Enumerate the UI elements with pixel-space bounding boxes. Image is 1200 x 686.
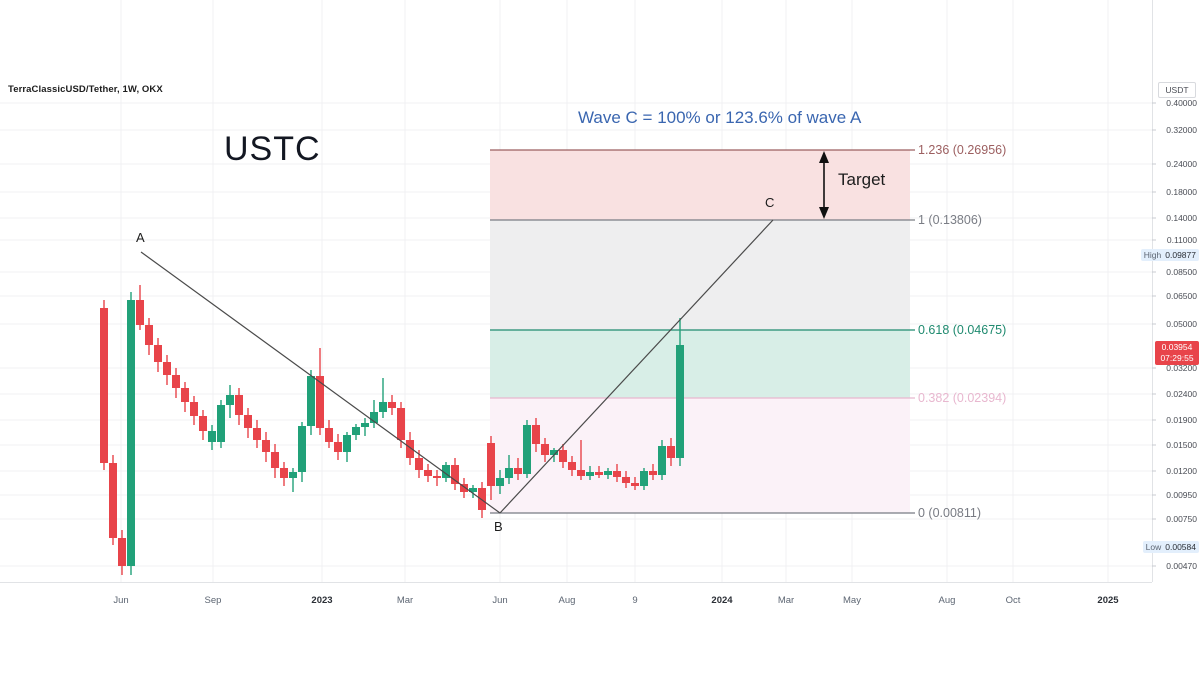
time-tick-label: 2024 bbox=[711, 595, 733, 606]
price-tick-label: 0.11000 bbox=[1166, 235, 1197, 245]
price-tick-label: 0.40000 bbox=[1166, 98, 1197, 108]
wave-point-b-label: B bbox=[494, 519, 503, 534]
chart-plot-area[interactable] bbox=[0, 0, 1152, 582]
last-price-value: 0.03954 bbox=[1161, 342, 1193, 352]
price-tick-label: 0.18000 bbox=[1166, 187, 1197, 197]
price-tick-mark bbox=[1152, 217, 1156, 219]
fib-level-0-618: 0.618 (0.04675) bbox=[918, 323, 1007, 337]
time-tick-label: 9 bbox=[632, 595, 638, 606]
price-tick-label: 0.14000 bbox=[1166, 213, 1197, 223]
wave-point-a-label: A bbox=[136, 230, 145, 245]
time-tick-label: 2023 bbox=[311, 595, 333, 606]
price-tick-label: 0.05000 bbox=[1166, 319, 1197, 329]
price-tick-mark bbox=[1152, 191, 1156, 193]
price-tick-label: 0.08500 bbox=[1166, 267, 1197, 277]
symbol-title: TerraClassicUSD/Tether, 1W, OKX bbox=[8, 84, 163, 95]
time-tick-label: Oct bbox=[1005, 595, 1021, 606]
price-tick-label: 0.01200 bbox=[1166, 466, 1197, 476]
time-tick-label: Aug bbox=[558, 595, 576, 606]
high-value: 0.09877 bbox=[1165, 250, 1196, 260]
time-axis[interactable]: Jun Sep 2023 Mar Jun Aug 9 2024 Mar May Aug Oct 2025 bbox=[0, 582, 1152, 618]
low-tag: Low bbox=[1145, 542, 1162, 552]
price-tick-label: 0.32000 bbox=[1166, 125, 1197, 135]
price-axis-divider bbox=[1152, 0, 1153, 582]
price-tick-mark bbox=[1152, 393, 1156, 395]
time-tick-label: Aug bbox=[938, 595, 956, 606]
low-value: 0.00584 bbox=[1165, 542, 1196, 552]
price-tick-mark bbox=[1152, 518, 1156, 520]
price-tick-mark bbox=[1152, 444, 1156, 446]
time-tick-label: May bbox=[843, 595, 861, 606]
time-tick-label: Mar bbox=[777, 595, 795, 606]
price-tick-mark bbox=[1152, 494, 1156, 496]
time-tick-label: 2025 bbox=[1097, 595, 1119, 606]
wave-point-c-label: C bbox=[765, 195, 775, 210]
price-tick-label: 0.01900 bbox=[1166, 415, 1197, 425]
time-tick-label: Jun bbox=[113, 595, 129, 606]
target-annotation-label: Target bbox=[838, 170, 886, 189]
price-tick-mark bbox=[1152, 129, 1156, 131]
price-tick-mark bbox=[1152, 102, 1156, 104]
fib-level-1: 1 (0.13806) bbox=[918, 213, 982, 227]
low-price-marker: Low 0.00584 bbox=[1142, 541, 1199, 553]
price-tick-mark bbox=[1152, 565, 1156, 567]
price-axis-unit[interactable]: USDT bbox=[1158, 82, 1196, 98]
price-tick-mark bbox=[1152, 470, 1156, 472]
price-tick-mark bbox=[1152, 239, 1156, 241]
high-price-marker: High 0.09877 bbox=[1140, 249, 1199, 261]
symbol-watermark: USTC bbox=[224, 130, 321, 168]
price-tick-label: 0.00950 bbox=[1166, 490, 1197, 500]
price-axis[interactable]: USDT 0.40000 0.32000 0.24000 0.18000 0.14000… bbox=[1140, 0, 1200, 686]
price-tick-label: 0.01500 bbox=[1166, 440, 1197, 450]
price-tick-mark bbox=[1152, 295, 1156, 297]
price-tick-label: 0.02400 bbox=[1166, 389, 1197, 399]
fib-level-0-382: 0.382 (0.02394) bbox=[918, 391, 1007, 405]
time-tick-label: Jun bbox=[492, 595, 508, 606]
wave-c-annotation: Wave C = 100% or 123.6% of wave A bbox=[578, 108, 862, 127]
candlestick-layer bbox=[100, 219, 774, 575]
price-tick-mark bbox=[1152, 271, 1156, 273]
last-price-badge[interactable]: 0.03954 07:29:55 bbox=[1155, 341, 1199, 365]
fib-level-0: 0 (0.00811) bbox=[918, 506, 982, 520]
price-tick-mark bbox=[1152, 323, 1156, 325]
time-tick-label: Sep bbox=[204, 595, 222, 606]
price-tick-label: 0.00750 bbox=[1166, 514, 1197, 524]
fibonacci-zones-layer bbox=[490, 149, 915, 514]
price-tick-mark bbox=[1152, 163, 1156, 165]
high-tag: High bbox=[1143, 250, 1162, 260]
time-axis-divider bbox=[0, 582, 1152, 583]
price-tick-label: 0.03200 bbox=[1166, 363, 1197, 373]
price-tick-mark bbox=[1152, 419, 1156, 421]
price-tick-label: 0.06500 bbox=[1166, 291, 1197, 301]
bar-countdown: 07:29:55 bbox=[1160, 353, 1194, 363]
fib-level-1-236: 1.236 (0.26956) bbox=[918, 143, 1007, 157]
time-tick-label: Mar bbox=[396, 595, 414, 606]
price-tick-mark bbox=[1152, 367, 1156, 369]
price-tick-label: 0.24000 bbox=[1166, 159, 1197, 169]
price-tick-label: 0.00470 bbox=[1166, 561, 1197, 571]
